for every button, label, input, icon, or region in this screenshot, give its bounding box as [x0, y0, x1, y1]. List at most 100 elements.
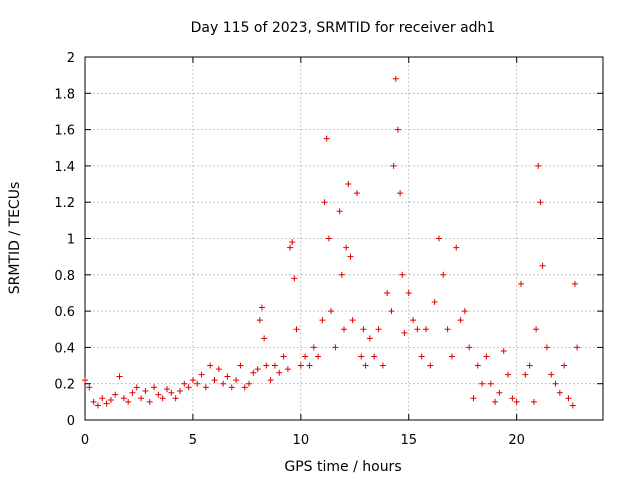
- data-point: [302, 353, 309, 360]
- y-tick-labels: 0 0.2 0.4 0.6 0.8 1 1.2 1.4 1.6 1.8 2: [54, 51, 75, 429]
- data-point: [435, 235, 442, 242]
- x-tick-labels: 0 5 10 15 20: [81, 433, 525, 448]
- data-point: [198, 371, 205, 378]
- data-point: [172, 395, 179, 402]
- data-point: [215, 366, 222, 373]
- data-point: [500, 348, 507, 355]
- data-point: [168, 389, 175, 396]
- data-point: [345, 181, 352, 188]
- plot-frame: [84, 56, 604, 421]
- data-point: [289, 239, 296, 246]
- data-point: [228, 384, 235, 391]
- data-point: [90, 398, 97, 405]
- data-point: [533, 326, 540, 333]
- y-tick-label: 1.8: [54, 87, 75, 102]
- data-point: [194, 380, 201, 387]
- data-point: [487, 380, 494, 387]
- data-point: [306, 362, 313, 369]
- data-point: [423, 326, 430, 333]
- data-point: [388, 308, 395, 315]
- data-point: [254, 366, 261, 373]
- axes: [84, 56, 604, 421]
- data-point: [86, 384, 93, 391]
- data-point: [125, 398, 132, 405]
- data-point: [552, 380, 559, 387]
- data-point: [397, 190, 404, 197]
- data-point: [142, 387, 149, 394]
- data-point: [267, 377, 274, 384]
- data-point: [138, 395, 145, 402]
- data-point: [353, 190, 360, 197]
- grid: [85, 57, 603, 420]
- x-tick-label: 5: [189, 433, 197, 448]
- data-point: [479, 380, 486, 387]
- data-point: [107, 397, 114, 404]
- data-point: [211, 377, 218, 384]
- data-point: [466, 344, 473, 351]
- y-tick-label: 1.4: [54, 160, 75, 175]
- data-point: [202, 384, 209, 391]
- data-point: [271, 362, 278, 369]
- data-point: [401, 329, 408, 336]
- data-point: [291, 275, 298, 282]
- data-point: [159, 395, 166, 402]
- data-point: [574, 344, 581, 351]
- data-point: [250, 369, 257, 376]
- data-point: [325, 235, 332, 242]
- data-point: [328, 308, 335, 315]
- data-point: [461, 308, 468, 315]
- data-point: [565, 395, 572, 402]
- data-point: [457, 317, 464, 324]
- data-point: [155, 391, 162, 398]
- data-point: [164, 386, 171, 393]
- data-point: [530, 398, 537, 405]
- data-point: [517, 280, 524, 287]
- data-point: [220, 380, 227, 387]
- data-point: [112, 391, 119, 398]
- data-point: [82, 377, 88, 384]
- data-point: [332, 344, 339, 351]
- data-point: [392, 75, 399, 82]
- y-tick-label: 1.6: [54, 124, 75, 139]
- data-point: [336, 208, 343, 215]
- data-point: [522, 371, 529, 378]
- data-point: [338, 271, 345, 278]
- data-point: [474, 362, 481, 369]
- data-point: [431, 299, 438, 306]
- data-point: [321, 199, 328, 206]
- data-point: [276, 369, 283, 376]
- data-point: [427, 362, 434, 369]
- data-point: [470, 395, 477, 402]
- y-tick-label: 0.2: [54, 378, 75, 393]
- y-tick-label: 2: [67, 51, 75, 66]
- y-tick-label: 0: [67, 414, 75, 429]
- data-point: [151, 384, 158, 391]
- data-point: [418, 353, 425, 360]
- y-tick-label: 1.2: [54, 196, 75, 211]
- data-point: [293, 326, 300, 333]
- data-point: [185, 384, 192, 391]
- data-point: [410, 317, 417, 324]
- data-point: [120, 395, 127, 402]
- data-points: [82, 75, 581, 409]
- data-point: [414, 326, 421, 333]
- data-point: [444, 326, 451, 333]
- data-point: [384, 289, 391, 296]
- data-point: [448, 353, 455, 360]
- x-tick-label: 10: [293, 433, 310, 448]
- data-point: [571, 280, 578, 287]
- data-point: [287, 244, 294, 251]
- data-point: [280, 353, 287, 360]
- data-point: [116, 373, 123, 380]
- data-point: [358, 353, 365, 360]
- data-point: [349, 317, 356, 324]
- data-point: [556, 389, 563, 396]
- y-axis-label: SRMTID / TECUs: [7, 182, 23, 295]
- data-point: [399, 271, 406, 278]
- data-point: [375, 326, 382, 333]
- data-point: [405, 289, 412, 296]
- data-point: [569, 402, 576, 409]
- data-point: [207, 362, 214, 369]
- data-point: [543, 344, 550, 351]
